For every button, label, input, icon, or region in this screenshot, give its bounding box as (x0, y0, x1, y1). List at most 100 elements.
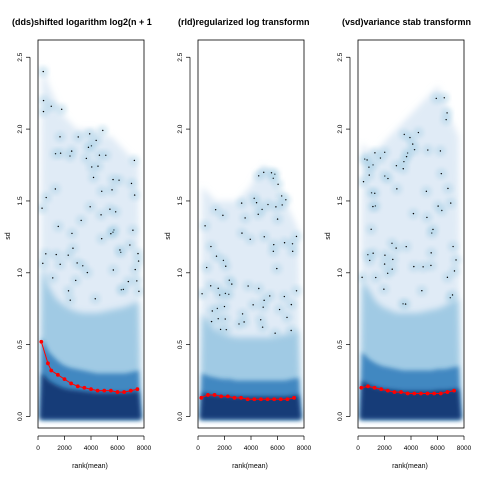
outlier-point (70, 150, 73, 152)
outlier-point (118, 179, 120, 181)
outlier-point (383, 263, 386, 265)
outlier-point (110, 233, 112, 235)
outlier-point (263, 299, 265, 302)
outlier-point (379, 157, 382, 159)
y-tick-label: 0.5 (177, 340, 184, 349)
outlier-point (52, 277, 54, 279)
outlier-point (370, 228, 372, 230)
outlier-point (384, 254, 386, 256)
outlier-point (222, 214, 224, 217)
outlier-point (231, 283, 233, 285)
running-median-point (49, 368, 54, 373)
outlier-point (54, 188, 57, 190)
outlier-point (262, 306, 264, 308)
outlier-point (42, 99, 45, 102)
running-median-line (40, 341, 138, 393)
outlier-point (201, 293, 203, 295)
outlier-point (112, 269, 115, 271)
chart-title: (vsd)variance stab transformn (342, 17, 471, 27)
outlier-point (75, 279, 77, 282)
outlier-point (97, 165, 99, 167)
outlier-point (270, 172, 273, 174)
outlier-point (91, 166, 93, 168)
outlier-point (422, 266, 424, 268)
outlier-point (278, 308, 281, 311)
running-median-point (438, 391, 443, 396)
outlier-point (290, 329, 292, 332)
plot-frame (37, 39, 145, 429)
outlier-point (395, 247, 397, 249)
outlier-point (404, 303, 407, 305)
plot-frame (197, 39, 305, 429)
outlier-point (127, 280, 130, 283)
outlier-point (272, 250, 275, 253)
outlier-point (204, 225, 206, 227)
x-tick-label: 2000 (57, 445, 72, 452)
outlier-point (98, 154, 101, 156)
x-tick-label: 8000 (297, 445, 312, 452)
outlier-point (86, 271, 89, 274)
x-tick-label: 4000 (244, 445, 259, 452)
x-axis-label: rank(mean) (72, 463, 108, 470)
outlier-point (277, 183, 279, 185)
outlier-point (295, 290, 298, 292)
outlier-point (255, 201, 258, 204)
outlier-point (257, 213, 259, 215)
outlier-point (396, 188, 398, 190)
y-axis-label: sd (165, 232, 172, 240)
running-median-point (245, 397, 250, 402)
outlier-point (432, 228, 434, 231)
outlier-point (111, 189, 113, 191)
outlier-point (395, 165, 398, 167)
outlier-point (59, 136, 61, 138)
outlier-point (41, 207, 43, 209)
panel-vsd: (vsd)variance stab transformn rank(mean)… (325, 17, 472, 470)
chart-title: (dds)shifted logarithm log2(n + 1 (12, 17, 152, 27)
panel-dds: (dds)shifted logarithm log2(n + 1 rank(m… (5, 17, 152, 470)
running-median-point (379, 387, 384, 392)
outlier-point (92, 176, 95, 179)
outlier-point (100, 214, 102, 216)
chart-title: (rld)regularized log transformn (178, 17, 310, 27)
outlier-point (413, 265, 415, 268)
outlier-point (87, 146, 90, 149)
running-median-point (278, 397, 283, 402)
outlier-point (383, 288, 385, 290)
outlier-point (435, 97, 437, 100)
outlier-point (249, 238, 251, 240)
outlier-point (258, 287, 260, 290)
x-tick-label: 0 (36, 445, 40, 452)
outlier-point (210, 320, 213, 323)
running-median-point (265, 397, 270, 402)
outlier-point (247, 285, 249, 287)
running-median-point (452, 388, 456, 393)
outlier-point (94, 298, 96, 300)
outlier-point (273, 243, 275, 246)
running-median-point (135, 387, 140, 392)
running-median-point (55, 372, 60, 377)
x-tick-label: 4000 (404, 445, 419, 452)
outlier-point (119, 249, 121, 251)
outlier-point (101, 190, 103, 192)
axes: 0 2000 4000 6000 8000 0.0 0.5 1.0 1.5 2.0 2.5 (337, 52, 472, 452)
outlier-point (71, 232, 73, 235)
outlier-point (391, 268, 393, 270)
x-axis-label: rank(mean) (232, 463, 268, 470)
running-median-point (102, 388, 107, 393)
y-axis-label: sd (5, 232, 12, 240)
y-tick-label: 1.5 (337, 196, 344, 205)
outlier-point (205, 266, 208, 269)
y-tick-label: 2.0 (17, 124, 24, 133)
outlier-point (243, 321, 245, 323)
outlier-point (440, 172, 443, 175)
outlier-point (261, 326, 264, 328)
outlier-point (451, 294, 454, 296)
outlier-point (263, 236, 265, 238)
y-tick-label: 2.5 (337, 52, 344, 61)
outlier-point (430, 264, 432, 267)
running-median-point (69, 381, 74, 386)
y-tick-label: 1.0 (177, 268, 184, 277)
x-tick-label: 0 (356, 445, 360, 452)
x-tick-label: 4000 (84, 445, 99, 452)
y-tick-label: 0.5 (17, 340, 24, 349)
